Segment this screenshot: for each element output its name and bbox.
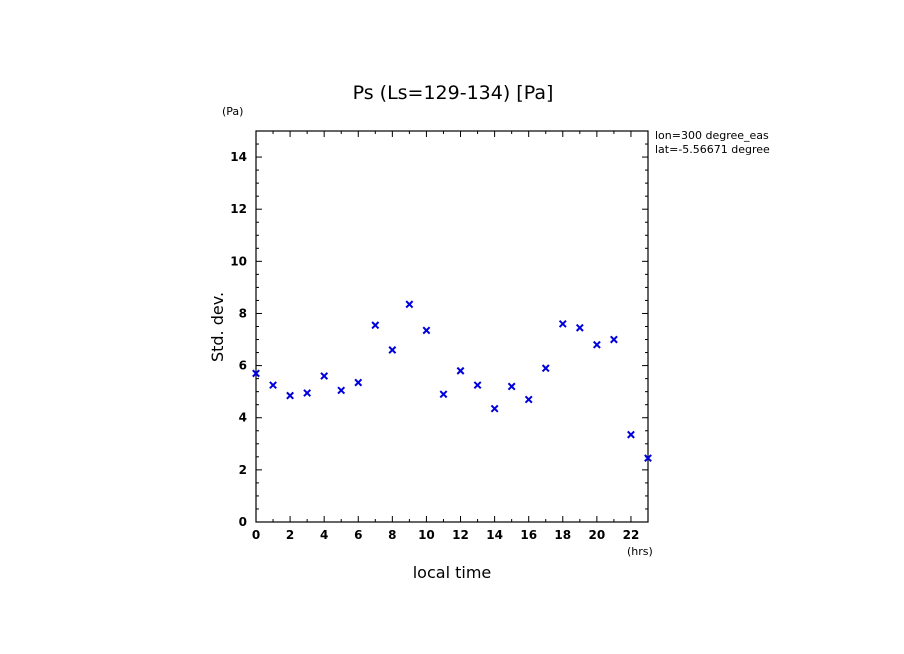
x-tick-label: 14 [486, 528, 503, 542]
x-tick-label: 18 [554, 528, 571, 542]
annotation-lat: lat=-5.56671 degree [655, 143, 770, 156]
y-tick-label: 0 [239, 515, 247, 529]
data-point [592, 340, 601, 349]
data-point [507, 382, 516, 391]
x-tick-label: 2 [286, 528, 294, 542]
data-point [388, 346, 397, 354]
data-point [354, 378, 363, 387]
data-point [371, 321, 380, 330]
x-axis-unit: (hrs) [627, 545, 653, 558]
data-point [627, 430, 635, 439]
data-point [473, 381, 482, 390]
data-point [439, 390, 448, 399]
x-axis-label: local time [413, 563, 492, 582]
data-point [575, 323, 584, 332]
axis-ticks: 0 2 4 6 8 10 12 14 16 18 20 22 0 2 4 6 8 10 12 14 [230, 130, 649, 542]
plot-frame [255, 130, 649, 523]
y-tick-label: 12 [230, 202, 247, 216]
data-point [456, 366, 465, 375]
chart-title: Ps (Ls=129-134) [Pa] [353, 82, 554, 104]
data-point [320, 372, 329, 380]
data-point [252, 369, 260, 378]
data-point [558, 319, 567, 328]
data-point [303, 389, 312, 397]
data-point [269, 381, 277, 390]
y-tick-label: 6 [239, 359, 247, 373]
y-tick-label: 14 [230, 150, 247, 164]
x-tick-label: 4 [320, 528, 328, 542]
data-point [337, 386, 346, 395]
x-tick-label: 12 [452, 528, 469, 542]
y-tick-label: 4 [239, 411, 247, 425]
x-tick-label: 16 [520, 528, 537, 542]
y-axis-unit: (Pa) [222, 105, 243, 118]
y-tick-label: 2 [239, 463, 247, 477]
data-point [286, 391, 294, 400]
data-markers [252, 300, 652, 463]
data-point [422, 326, 431, 335]
data-point [644, 454, 652, 463]
data-point [610, 335, 618, 344]
x-tick-label: 6 [354, 528, 362, 542]
x-tick-label: 22 [623, 528, 640, 542]
y-tick-label: 8 [239, 306, 247, 320]
annotation-lon: lon=300 degree_eas [655, 129, 769, 142]
data-point [524, 395, 533, 404]
data-point [541, 364, 550, 373]
data-point [490, 404, 499, 413]
x-tick-label: 20 [589, 528, 606, 542]
x-tick-label: 0 [252, 528, 260, 542]
x-tick-label: 8 [388, 528, 396, 542]
x-tick-label: 10 [418, 528, 435, 542]
data-point [405, 300, 414, 309]
y-tick-label: 10 [230, 254, 247, 268]
y-axis-label: Std. dev. [208, 292, 227, 362]
